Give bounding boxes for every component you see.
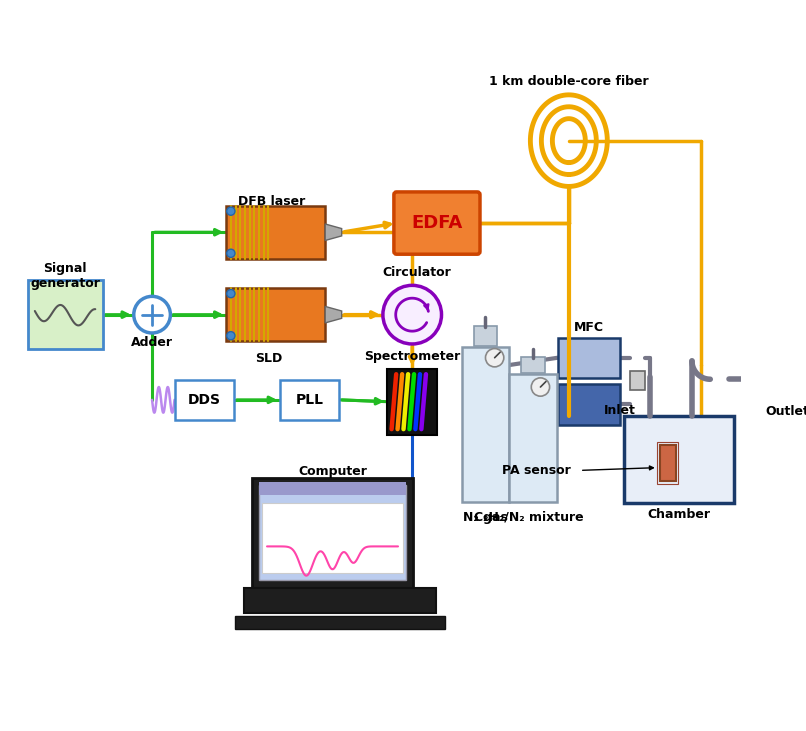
Circle shape [226, 289, 235, 298]
Bar [474, 325, 497, 346]
Text: MFC: MFC [574, 321, 604, 334]
Circle shape [226, 332, 235, 340]
Text: 1 km double-core fiber: 1 km double-core fiber [489, 75, 649, 88]
Circle shape [485, 349, 504, 367]
Circle shape [226, 207, 235, 216]
Text: C₂H₂/N₂ mixture: C₂H₂/N₂ mixture [474, 510, 584, 523]
Bar [657, 442, 679, 484]
Bar [558, 338, 620, 378]
Text: DFB laser: DFB laser [238, 194, 305, 208]
Circle shape [226, 249, 235, 257]
Text: Inlet: Inlet [604, 404, 635, 417]
Bar [235, 616, 445, 629]
Bar [263, 504, 402, 573]
Text: Spectrometer: Spectrometer [364, 350, 460, 363]
Bar [27, 280, 102, 349]
Text: Circulator: Circulator [382, 266, 451, 279]
Text: Signal
generator: Signal generator [30, 262, 100, 290]
Bar [175, 379, 234, 420]
Circle shape [383, 285, 442, 344]
Text: SLD: SLD [255, 352, 282, 366]
Text: DDS: DDS [188, 393, 221, 407]
Bar [280, 379, 339, 420]
Text: Outlet: Outlet [765, 405, 806, 418]
Bar [243, 588, 436, 613]
Text: PA sensor: PA sensor [502, 464, 571, 477]
Bar [659, 444, 676, 482]
Bar [624, 416, 733, 503]
Text: EDFA: EDFA [411, 214, 463, 232]
Bar [259, 485, 406, 580]
Bar [252, 477, 413, 588]
Bar [509, 374, 557, 502]
Text: N₂ gas: N₂ gas [463, 510, 508, 523]
FancyBboxPatch shape [394, 192, 480, 254]
Polygon shape [325, 224, 342, 240]
Bar [630, 371, 645, 390]
Bar [259, 482, 406, 495]
Bar [226, 288, 325, 341]
Bar [462, 346, 509, 502]
Circle shape [134, 296, 170, 333]
Bar [226, 205, 325, 259]
Bar [558, 385, 620, 425]
Text: Chamber: Chamber [647, 508, 710, 521]
Text: Computer: Computer [298, 465, 367, 478]
Circle shape [531, 378, 550, 396]
Bar [521, 357, 545, 374]
Text: Adder: Adder [131, 336, 173, 349]
Polygon shape [325, 306, 342, 323]
Bar [387, 368, 438, 435]
Text: PLL: PLL [296, 393, 324, 407]
